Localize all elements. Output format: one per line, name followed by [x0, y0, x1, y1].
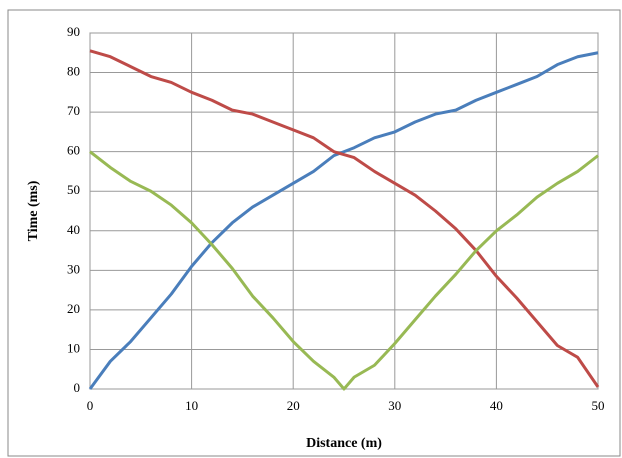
y-tick-label: 20: [67, 301, 80, 316]
x-tick-label: 30: [388, 398, 401, 413]
y-tick-label: 60: [67, 143, 80, 158]
y-tick-label: 50: [67, 182, 80, 197]
y-tick-label: 80: [67, 64, 80, 79]
y-axis-title: Time (ms): [26, 180, 41, 241]
data-line: [88, 51, 599, 390]
x-tick-label: 0: [87, 398, 94, 413]
y-tick-label: 0: [74, 380, 81, 395]
data-line: [89, 49, 600, 388]
y-tick-label: 40: [67, 222, 80, 237]
x-axis-title: Distance (m): [306, 436, 382, 451]
y-tick-label: 30: [67, 261, 80, 276]
x-tick-label: 40: [490, 398, 503, 413]
y-tick-label: 70: [67, 103, 80, 118]
y-tick-label: 90: [67, 24, 80, 39]
x-tick-label: 10: [185, 398, 198, 413]
x-tick-label: 20: [287, 398, 300, 413]
data-line: [89, 150, 599, 391]
y-tick-label: 10: [67, 340, 80, 355]
x-tick-label: 50: [592, 398, 605, 413]
